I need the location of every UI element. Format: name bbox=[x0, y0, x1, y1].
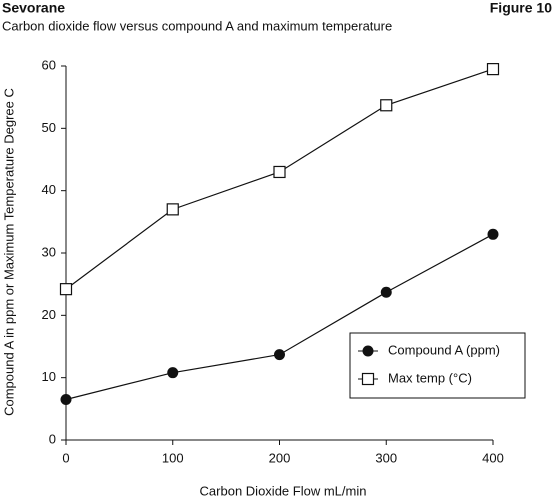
y-tick-label: 0 bbox=[49, 431, 56, 446]
figure-label: Figure 10 bbox=[490, 0, 552, 16]
marker bbox=[273, 165, 286, 179]
marker bbox=[487, 228, 499, 240]
y-tick-label: 20 bbox=[42, 307, 56, 322]
header-title: Sevorane bbox=[2, 0, 65, 16]
x-tick-label: 100 bbox=[162, 450, 184, 465]
marker bbox=[166, 203, 179, 216]
series-line bbox=[65, 68, 494, 290]
y-axis-label: Compound A in ppm or Maximum Temperature… bbox=[1, 88, 16, 416]
legend-marker bbox=[362, 345, 374, 357]
marker bbox=[380, 99, 393, 112]
chart-title: Carbon dioxide flow versus compound A an… bbox=[2, 18, 392, 33]
marker bbox=[60, 393, 72, 405]
legend-label: Max temp (°C) bbox=[388, 370, 472, 385]
x-tick-label: 300 bbox=[375, 450, 397, 465]
marker bbox=[59, 283, 73, 296]
x-tick-label: 200 bbox=[269, 450, 291, 465]
marker bbox=[167, 367, 179, 379]
y-tick-label: 10 bbox=[42, 369, 56, 384]
marker bbox=[486, 63, 500, 76]
legend-marker bbox=[361, 372, 375, 386]
legend-label: Compound A (ppm) bbox=[388, 342, 500, 357]
y-tick-label: 50 bbox=[42, 120, 56, 135]
y-tick-label: 60 bbox=[42, 57, 56, 72]
legend-box bbox=[349, 332, 526, 399]
y-tick-label: 30 bbox=[42, 244, 56, 259]
x-tick-label: 0 bbox=[62, 450, 69, 465]
marker bbox=[380, 286, 392, 298]
y-tick-label: 40 bbox=[42, 182, 56, 197]
marker bbox=[274, 349, 285, 361]
x-tick-label: 400 bbox=[482, 450, 504, 465]
x-axis-label: Carbon Dioxide Flow mL/min bbox=[200, 483, 367, 498]
